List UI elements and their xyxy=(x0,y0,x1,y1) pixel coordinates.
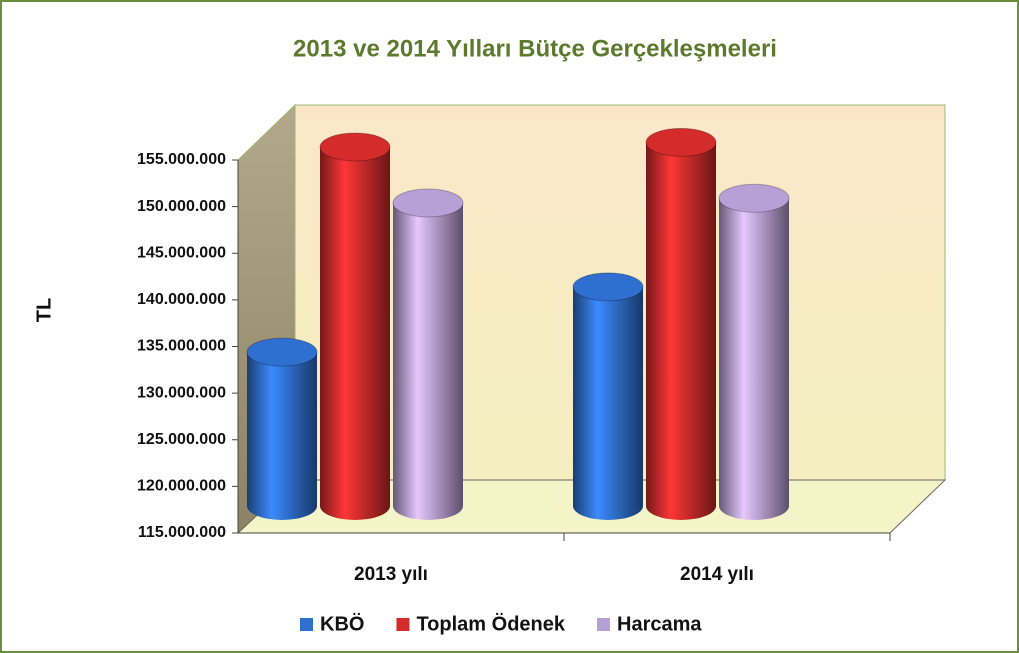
bar-top xyxy=(246,337,318,367)
bar-top xyxy=(392,188,464,218)
bar-top xyxy=(319,132,391,162)
y-axis-title: TL xyxy=(33,298,55,322)
y-tick-label: 120.000.000 xyxy=(137,478,226,495)
y-tick-label: 125.000.000 xyxy=(137,431,226,448)
chart-title: 2013 ve 2014 Yılları Bütçe Gerçekleşmele… xyxy=(293,35,777,62)
y-tick-label: 135.000.000 xyxy=(137,338,226,355)
bar xyxy=(646,142,716,520)
bar xyxy=(320,146,390,521)
bar-top xyxy=(718,183,790,213)
y-tick-label: 155.000.000 xyxy=(137,151,226,168)
y-tick-label: 145.000.000 xyxy=(137,244,226,261)
y-tick-label: 150.000.000 xyxy=(137,198,226,215)
legend-swatch xyxy=(597,618,610,631)
legend-label: Toplam Ödenek xyxy=(416,612,565,635)
legend-label: Harcama xyxy=(617,613,702,635)
bar xyxy=(719,198,789,520)
x-tick-label: 2014 yılı xyxy=(680,564,754,585)
y-tick-label: 130.000.000 xyxy=(137,384,226,401)
legend-label: KBÖ xyxy=(320,612,364,635)
bar xyxy=(573,286,643,520)
y-tick-label: 140.000.000 xyxy=(137,291,226,308)
bar xyxy=(393,202,463,520)
legend-swatch xyxy=(396,618,410,631)
bar-top xyxy=(572,272,644,302)
legend-swatch xyxy=(300,618,313,631)
y-tick-label: 115.000.000 xyxy=(138,524,226,541)
x-tick-label: 2013 yılı xyxy=(354,564,428,585)
bar xyxy=(247,352,317,520)
bar-top xyxy=(645,127,717,157)
